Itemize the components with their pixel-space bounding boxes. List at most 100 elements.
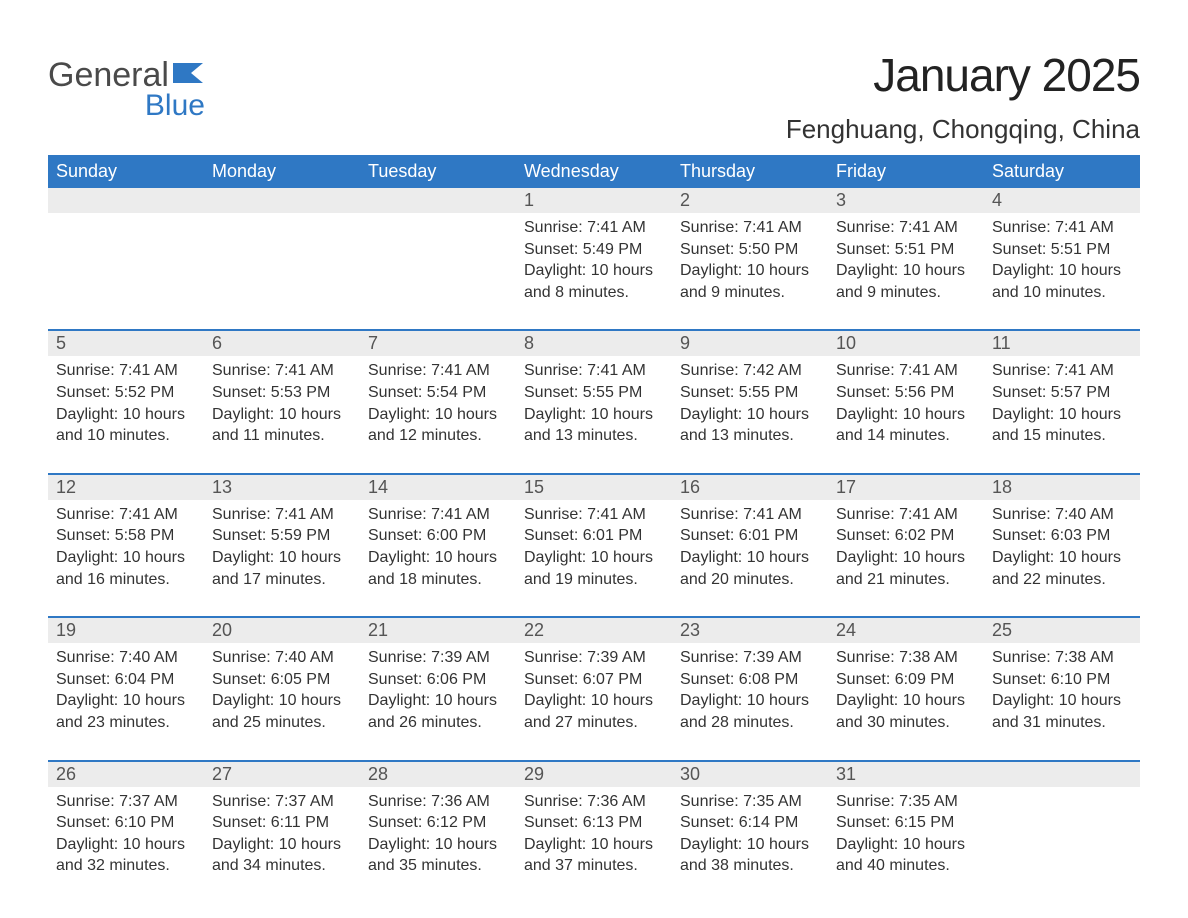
day-detail-line: Sunset: 5:55 PM: [680, 382, 820, 404]
day-detail-cell: Sunrise: 7:41 AMSunset: 6:01 PMDaylight:…: [672, 500, 828, 617]
day-detail-line: Daylight: 10 hours: [680, 404, 820, 426]
day-detail-line: Sunset: 5:51 PM: [992, 239, 1132, 261]
day-detail-cell: Sunrise: 7:41 AMSunset: 5:55 PMDaylight:…: [516, 356, 672, 473]
day-detail-line: Sunset: 5:54 PM: [368, 382, 508, 404]
calendar-daynum-row: 567891011: [48, 330, 1140, 356]
day-detail-cell: [48, 213, 204, 330]
day-detail-line: and 21 minutes.: [836, 569, 976, 591]
day-detail-line: Sunset: 6:15 PM: [836, 812, 976, 834]
day-detail-cell: Sunrise: 7:35 AMSunset: 6:14 PMDaylight:…: [672, 787, 828, 903]
month-title: January 2025: [786, 48, 1140, 102]
flag-icon: [173, 61, 207, 90]
location-label: Fenghuang, Chongqing, China: [786, 114, 1140, 145]
day-detail-line: Daylight: 10 hours: [836, 834, 976, 856]
day-detail-line: and 31 minutes.: [992, 712, 1132, 734]
calendar-daynum-row: 262728293031: [48, 761, 1140, 787]
day-detail-line: and 10 minutes.: [56, 425, 196, 447]
day-number-cell: 13: [204, 474, 360, 500]
day-detail-cell: Sunrise: 7:38 AMSunset: 6:10 PMDaylight:…: [984, 643, 1140, 760]
day-number-cell: 22: [516, 617, 672, 643]
day-detail-line: Sunrise: 7:35 AM: [680, 791, 820, 813]
day-detail-line: and 38 minutes.: [680, 855, 820, 877]
day-detail-line: Sunset: 6:01 PM: [680, 525, 820, 547]
day-detail-line: Sunset: 6:11 PM: [212, 812, 352, 834]
day-detail-line: and 26 minutes.: [368, 712, 508, 734]
day-detail-line: and 18 minutes.: [368, 569, 508, 591]
logo: General Blue: [48, 48, 207, 123]
day-number-cell: 30: [672, 761, 828, 787]
day-number-cell: 18: [984, 474, 1140, 500]
day-detail-cell: Sunrise: 7:41 AMSunset: 6:00 PMDaylight:…: [360, 500, 516, 617]
day-detail-line: Sunrise: 7:36 AM: [368, 791, 508, 813]
day-number-cell: 20: [204, 617, 360, 643]
day-detail-line: Sunset: 5:53 PM: [212, 382, 352, 404]
day-detail-line: Sunrise: 7:40 AM: [212, 647, 352, 669]
day-detail-line: Sunset: 6:10 PM: [992, 669, 1132, 691]
day-number-cell: 3: [828, 188, 984, 213]
day-detail-line: Sunrise: 7:41 AM: [368, 360, 508, 382]
day-detail-line: Sunset: 6:10 PM: [56, 812, 196, 834]
day-header: Friday: [828, 155, 984, 188]
day-detail-cell: Sunrise: 7:41 AMSunset: 5:57 PMDaylight:…: [984, 356, 1140, 473]
day-detail-line: and 35 minutes.: [368, 855, 508, 877]
header-bar: General Blue January 2025 Fenghuang, Cho…: [48, 48, 1140, 145]
day-detail-cell: Sunrise: 7:42 AMSunset: 5:55 PMDaylight:…: [672, 356, 828, 473]
day-detail-cell: Sunrise: 7:37 AMSunset: 6:11 PMDaylight:…: [204, 787, 360, 903]
day-number-cell: 27: [204, 761, 360, 787]
day-detail-cell: Sunrise: 7:39 AMSunset: 6:06 PMDaylight:…: [360, 643, 516, 760]
day-detail-line: Sunrise: 7:41 AM: [368, 504, 508, 526]
day-detail-line: Daylight: 10 hours: [56, 834, 196, 856]
day-detail-line: Sunrise: 7:41 AM: [56, 360, 196, 382]
day-number-cell: 25: [984, 617, 1140, 643]
day-detail-line: and 34 minutes.: [212, 855, 352, 877]
day-number-cell: 9: [672, 330, 828, 356]
calendar-header-row: SundayMondayTuesdayWednesdayThursdayFrid…: [48, 155, 1140, 188]
day-detail-line: and 20 minutes.: [680, 569, 820, 591]
day-detail-line: Sunrise: 7:39 AM: [524, 647, 664, 669]
day-detail-cell: Sunrise: 7:41 AMSunset: 5:52 PMDaylight:…: [48, 356, 204, 473]
day-number-cell: 23: [672, 617, 828, 643]
day-number-cell: 29: [516, 761, 672, 787]
day-detail-cell: Sunrise: 7:40 AMSunset: 6:05 PMDaylight:…: [204, 643, 360, 760]
day-detail-cell: Sunrise: 7:41 AMSunset: 5:56 PMDaylight:…: [828, 356, 984, 473]
day-detail-line: Daylight: 10 hours: [992, 547, 1132, 569]
calendar-table: SundayMondayTuesdayWednesdayThursdayFrid…: [48, 155, 1140, 903]
day-detail-line: and 8 minutes.: [524, 282, 664, 304]
day-detail-cell: Sunrise: 7:41 AMSunset: 5:49 PMDaylight:…: [516, 213, 672, 330]
day-detail-line: Sunrise: 7:41 AM: [680, 504, 820, 526]
day-detail-line: Sunrise: 7:41 AM: [836, 504, 976, 526]
day-detail-line: and 19 minutes.: [524, 569, 664, 591]
day-detail-line: Sunset: 6:12 PM: [368, 812, 508, 834]
day-number-cell: [204, 188, 360, 213]
day-detail-line: Sunrise: 7:42 AM: [680, 360, 820, 382]
day-number-cell: 6: [204, 330, 360, 356]
day-detail-cell: Sunrise: 7:41 AMSunset: 5:51 PMDaylight:…: [828, 213, 984, 330]
calendar-daynum-row: 12131415161718: [48, 474, 1140, 500]
day-detail-line: and 12 minutes.: [368, 425, 508, 447]
day-detail-line: Daylight: 10 hours: [368, 404, 508, 426]
day-detail-line: Sunrise: 7:38 AM: [836, 647, 976, 669]
day-detail-line: Daylight: 10 hours: [212, 404, 352, 426]
day-detail-line: Sunrise: 7:41 AM: [524, 217, 664, 239]
day-detail-line: Sunrise: 7:41 AM: [524, 360, 664, 382]
day-detail-line: Daylight: 10 hours: [368, 690, 508, 712]
day-detail-cell: Sunrise: 7:41 AMSunset: 5:59 PMDaylight:…: [204, 500, 360, 617]
day-detail-line: Sunrise: 7:41 AM: [836, 360, 976, 382]
day-detail-line: Daylight: 10 hours: [680, 834, 820, 856]
day-detail-line: Sunset: 6:04 PM: [56, 669, 196, 691]
day-header: Saturday: [984, 155, 1140, 188]
day-detail-cell: Sunrise: 7:41 AMSunset: 5:54 PMDaylight:…: [360, 356, 516, 473]
day-detail-line: and 15 minutes.: [992, 425, 1132, 447]
day-detail-cell: Sunrise: 7:41 AMSunset: 6:02 PMDaylight:…: [828, 500, 984, 617]
day-number-cell: 31: [828, 761, 984, 787]
day-detail-line: Sunrise: 7:36 AM: [524, 791, 664, 813]
day-detail-line: Daylight: 10 hours: [524, 547, 664, 569]
day-detail-line: Sunrise: 7:41 AM: [992, 360, 1132, 382]
day-detail-line: and 40 minutes.: [836, 855, 976, 877]
day-detail-line: and 27 minutes.: [524, 712, 664, 734]
day-detail-line: Sunrise: 7:39 AM: [368, 647, 508, 669]
day-detail-line: Sunrise: 7:41 AM: [992, 217, 1132, 239]
day-detail-line: Daylight: 10 hours: [524, 834, 664, 856]
calendar-detail-row: Sunrise: 7:40 AM Sunset: 6:04 PM Daylight:…: [48, 643, 1140, 760]
day-detail-line: Sunset: 6:02 PM: [836, 525, 976, 547]
